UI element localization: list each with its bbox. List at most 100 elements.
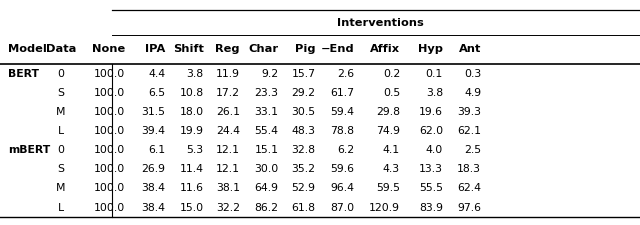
Text: Reg: Reg [216, 45, 240, 54]
Text: 86.2: 86.2 [254, 202, 278, 213]
Text: 11.9: 11.9 [216, 69, 240, 79]
Text: 62.4: 62.4 [457, 183, 481, 194]
Text: 100.0: 100.0 [93, 183, 125, 194]
Text: 38.4: 38.4 [141, 183, 165, 194]
Text: 11.6: 11.6 [179, 183, 204, 194]
Text: 10.8: 10.8 [179, 88, 204, 98]
Text: 26.1: 26.1 [216, 107, 240, 117]
Text: 30.0: 30.0 [254, 164, 278, 174]
Text: 100.0: 100.0 [93, 88, 125, 98]
Text: 61.7: 61.7 [330, 88, 354, 98]
Text: 74.9: 74.9 [376, 126, 400, 136]
Text: 29.2: 29.2 [292, 88, 316, 98]
Text: 59.6: 59.6 [330, 164, 354, 174]
Text: 31.5: 31.5 [141, 107, 165, 117]
Text: M: M [56, 183, 65, 194]
Text: Pig: Pig [295, 45, 316, 54]
Text: 0.3: 0.3 [464, 69, 481, 79]
Text: 0: 0 [58, 145, 64, 155]
Text: 18.3: 18.3 [457, 164, 481, 174]
Text: 120.9: 120.9 [369, 202, 400, 213]
Text: 2.5: 2.5 [464, 145, 481, 155]
Text: 29.8: 29.8 [376, 107, 400, 117]
Text: 15.1: 15.1 [254, 145, 278, 155]
Text: 0.2: 0.2 [383, 69, 400, 79]
Text: 0.5: 0.5 [383, 88, 400, 98]
Text: S: S [58, 164, 64, 174]
Text: 6.2: 6.2 [337, 145, 354, 155]
Text: 62.0: 62.0 [419, 126, 443, 136]
Text: 18.0: 18.0 [179, 107, 204, 117]
Text: 61.8: 61.8 [292, 202, 316, 213]
Text: 3.8: 3.8 [426, 88, 443, 98]
Text: 64.9: 64.9 [254, 183, 278, 194]
Text: 97.6: 97.6 [457, 202, 481, 213]
Text: 4.1: 4.1 [383, 145, 400, 155]
Text: 35.2: 35.2 [292, 164, 316, 174]
Text: L: L [58, 126, 64, 136]
Text: 100.0: 100.0 [93, 164, 125, 174]
Text: 17.2: 17.2 [216, 88, 240, 98]
Text: 96.4: 96.4 [330, 183, 354, 194]
Text: 39.4: 39.4 [141, 126, 165, 136]
Text: 2.6: 2.6 [337, 69, 354, 79]
Text: None: None [92, 45, 125, 54]
Text: 55.5: 55.5 [419, 183, 443, 194]
Text: −End: −End [320, 45, 354, 54]
Text: 100.0: 100.0 [93, 145, 125, 155]
Text: Model: Model [8, 45, 47, 54]
Text: 32.2: 32.2 [216, 202, 240, 213]
Text: 100.0: 100.0 [93, 126, 125, 136]
Text: 4.9: 4.9 [464, 88, 481, 98]
Text: 55.4: 55.4 [254, 126, 278, 136]
Text: 38.4: 38.4 [141, 202, 165, 213]
Text: 3.8: 3.8 [186, 69, 204, 79]
Text: 19.6: 19.6 [419, 107, 443, 117]
Text: BERT: BERT [8, 69, 39, 79]
Text: 59.5: 59.5 [376, 183, 400, 194]
Text: 33.1: 33.1 [254, 107, 278, 117]
Text: 0.1: 0.1 [426, 69, 443, 79]
Text: 59.4: 59.4 [330, 107, 354, 117]
Text: 52.9: 52.9 [292, 183, 316, 194]
Text: 100.0: 100.0 [93, 69, 125, 79]
Text: M: M [56, 107, 65, 117]
Text: 4.3: 4.3 [383, 164, 400, 174]
Text: 24.4: 24.4 [216, 126, 240, 136]
Text: 4.0: 4.0 [426, 145, 443, 155]
Text: 15.0: 15.0 [179, 202, 204, 213]
Text: 12.1: 12.1 [216, 145, 240, 155]
Text: 100.0: 100.0 [93, 107, 125, 117]
Text: Data: Data [45, 45, 76, 54]
Text: 15.7: 15.7 [292, 69, 316, 79]
Text: 5.3: 5.3 [186, 145, 204, 155]
Text: 23.3: 23.3 [254, 88, 278, 98]
Text: 78.8: 78.8 [330, 126, 354, 136]
Text: 12.1: 12.1 [216, 164, 240, 174]
Text: 26.9: 26.9 [141, 164, 165, 174]
Text: 11.4: 11.4 [179, 164, 204, 174]
Text: Affix: Affix [370, 45, 400, 54]
Text: 6.5: 6.5 [148, 88, 165, 98]
Text: 38.1: 38.1 [216, 183, 240, 194]
Text: 13.3: 13.3 [419, 164, 443, 174]
Text: 87.0: 87.0 [330, 202, 354, 213]
Text: L: L [58, 202, 64, 213]
Text: Hyp: Hyp [418, 45, 443, 54]
Text: 6.1: 6.1 [148, 145, 165, 155]
Text: 100.0: 100.0 [93, 202, 125, 213]
Text: 48.3: 48.3 [292, 126, 316, 136]
Text: 30.5: 30.5 [291, 107, 316, 117]
Text: Char: Char [248, 45, 278, 54]
Text: Ant: Ant [459, 45, 481, 54]
Text: 62.1: 62.1 [457, 126, 481, 136]
Text: IPA: IPA [145, 45, 165, 54]
Text: 19.9: 19.9 [179, 126, 204, 136]
Text: Shift: Shift [173, 45, 204, 54]
Text: mBERT: mBERT [8, 145, 51, 155]
Text: 4.4: 4.4 [148, 69, 165, 79]
Text: S: S [58, 88, 64, 98]
Text: 0: 0 [58, 69, 64, 79]
Text: 83.9: 83.9 [419, 202, 443, 213]
Text: 9.2: 9.2 [261, 69, 278, 79]
